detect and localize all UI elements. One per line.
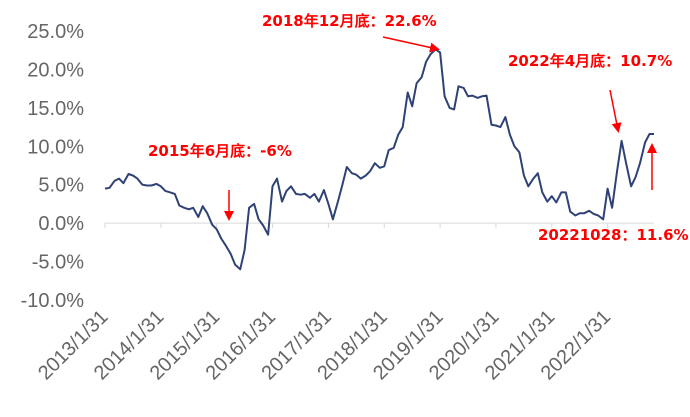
y-tick-label: 15.0%	[27, 98, 84, 120]
annotation-2022-04: 2022年4月底：10.7%	[508, 52, 672, 133]
annotation-label-2018-12: 2018年12月底：22.6%	[262, 12, 437, 30]
annotation-20221028: 20221028：11.6%	[538, 143, 689, 244]
annotation-label-2015-06: 2015年6月底：-6%	[148, 142, 292, 160]
annotation-2018-12: 2018年12月底：22.6%	[262, 12, 440, 53]
y-tick-label: -10.0%	[21, 290, 85, 312]
annotation-arrow-2022-04	[609, 89, 622, 133]
y-tick-label: 20.0%	[27, 59, 84, 81]
annotation-label-20221028: 20221028：11.6%	[538, 226, 689, 244]
annotation-2015-06: 2015年6月底：-6%	[148, 142, 292, 221]
y-tick-label: 0.0%	[38, 213, 84, 235]
x-axis-tick-marks	[104, 223, 609, 229]
y-tick-label: -5.0%	[32, 252, 84, 274]
x-axis-ticks: 2013/1/312014/1/312015/1/312016/1/312017…	[34, 306, 615, 384]
y-tick-label: 25.0%	[27, 21, 84, 43]
annotation-label-2022-04: 2022年4月底：10.7%	[508, 52, 672, 70]
series-line	[104, 48, 654, 271]
y-axis-ticks: 25.0% 20.0% 15.0% 10.0% 5.0% 0.0% -5.0% -10.0%	[21, 21, 85, 312]
annotation-arrow-2018-12	[382, 36, 440, 53]
y-tick-label: 5.0%	[38, 175, 84, 197]
y-tick-label: 10.0%	[27, 136, 84, 158]
